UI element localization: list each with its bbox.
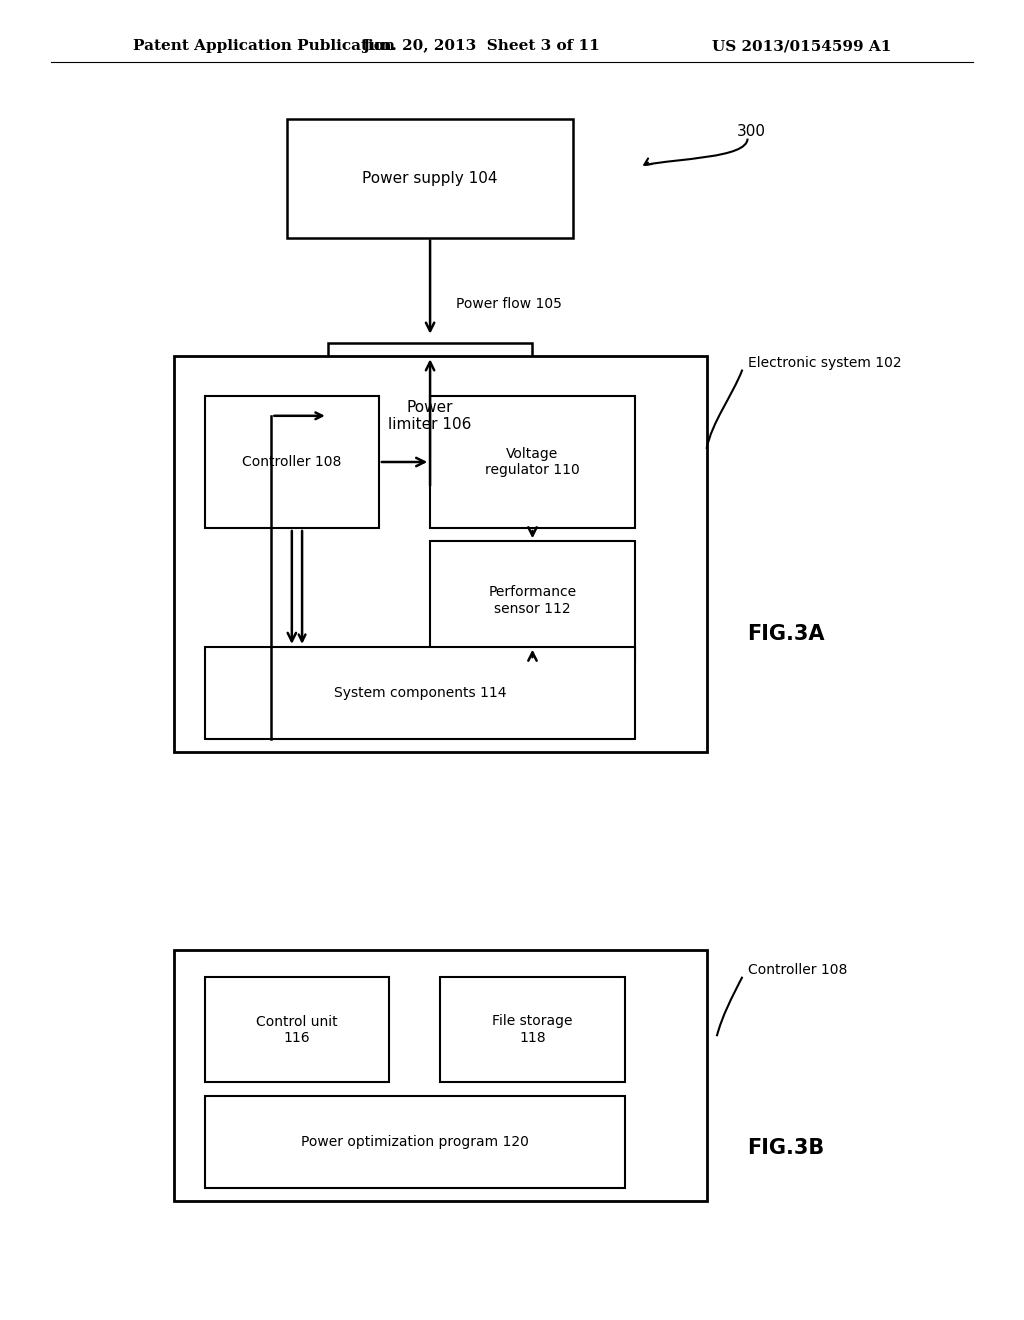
Text: FIG.3A: FIG.3A (748, 623, 825, 644)
FancyBboxPatch shape (430, 396, 635, 528)
FancyBboxPatch shape (205, 977, 389, 1082)
Text: 300: 300 (737, 124, 766, 140)
FancyBboxPatch shape (440, 977, 625, 1082)
Text: File storage
118: File storage 118 (493, 1015, 572, 1044)
Text: Control unit
116: Control unit 116 (256, 1015, 338, 1044)
Text: Patent Application Publication: Patent Application Publication (133, 40, 395, 53)
Text: Performance
sensor 112: Performance sensor 112 (488, 586, 577, 615)
Text: Power supply 104: Power supply 104 (362, 170, 498, 186)
Text: Power optimization program 120: Power optimization program 120 (301, 1135, 528, 1148)
Text: Voltage
regulator 110: Voltage regulator 110 (485, 447, 580, 477)
Text: Controller 108: Controller 108 (242, 455, 342, 469)
FancyBboxPatch shape (174, 950, 707, 1201)
FancyBboxPatch shape (205, 1096, 625, 1188)
Text: Control signal
103: Control signal 103 (195, 414, 291, 444)
FancyBboxPatch shape (430, 541, 635, 660)
Text: US 2013/0154599 A1: US 2013/0154599 A1 (712, 40, 891, 53)
FancyBboxPatch shape (328, 343, 532, 488)
Text: Electronic system 102: Electronic system 102 (748, 356, 901, 370)
Text: Controller 108: Controller 108 (748, 964, 847, 977)
FancyBboxPatch shape (287, 119, 573, 238)
Text: Power
limiter 106: Power limiter 106 (388, 400, 472, 432)
Text: FIG.3B: FIG.3B (748, 1138, 824, 1159)
FancyBboxPatch shape (205, 647, 635, 739)
FancyBboxPatch shape (205, 396, 379, 528)
Text: Jun. 20, 2013  Sheet 3 of 11: Jun. 20, 2013 Sheet 3 of 11 (362, 40, 600, 53)
FancyBboxPatch shape (174, 356, 707, 752)
Text: System components 114: System components 114 (334, 686, 506, 700)
Text: Power flow 105: Power flow 105 (456, 297, 561, 310)
